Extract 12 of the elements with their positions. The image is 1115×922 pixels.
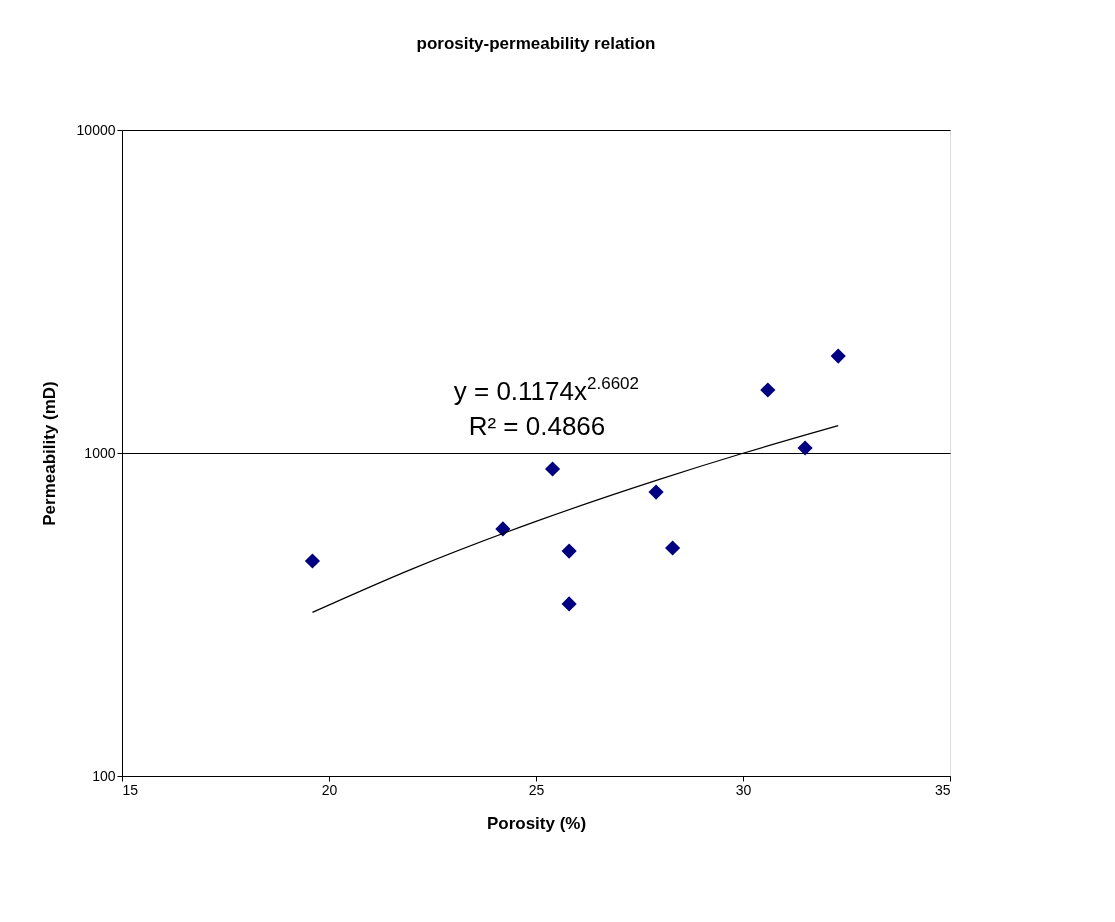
x-tick-label: 20 bbox=[321, 781, 338, 798]
y-tick-label: 10000 bbox=[76, 121, 116, 138]
x-tick-label: 25 bbox=[528, 781, 545, 798]
x-tick-label: 15 bbox=[122, 781, 139, 798]
chart-title: porosity-permeability relation bbox=[416, 34, 656, 53]
x-axis-title: Porosity (%) bbox=[486, 813, 587, 833]
x-tick-label: 30 bbox=[735, 781, 752, 798]
x-tick-label: 35 bbox=[934, 781, 951, 798]
y-tick-label: 1000 bbox=[84, 444, 116, 461]
annotation: R² = 0.4866 bbox=[468, 411, 606, 441]
y-axis-title: Permeability (mD) bbox=[39, 381, 59, 526]
y-tick-label: 100 bbox=[92, 767, 116, 784]
